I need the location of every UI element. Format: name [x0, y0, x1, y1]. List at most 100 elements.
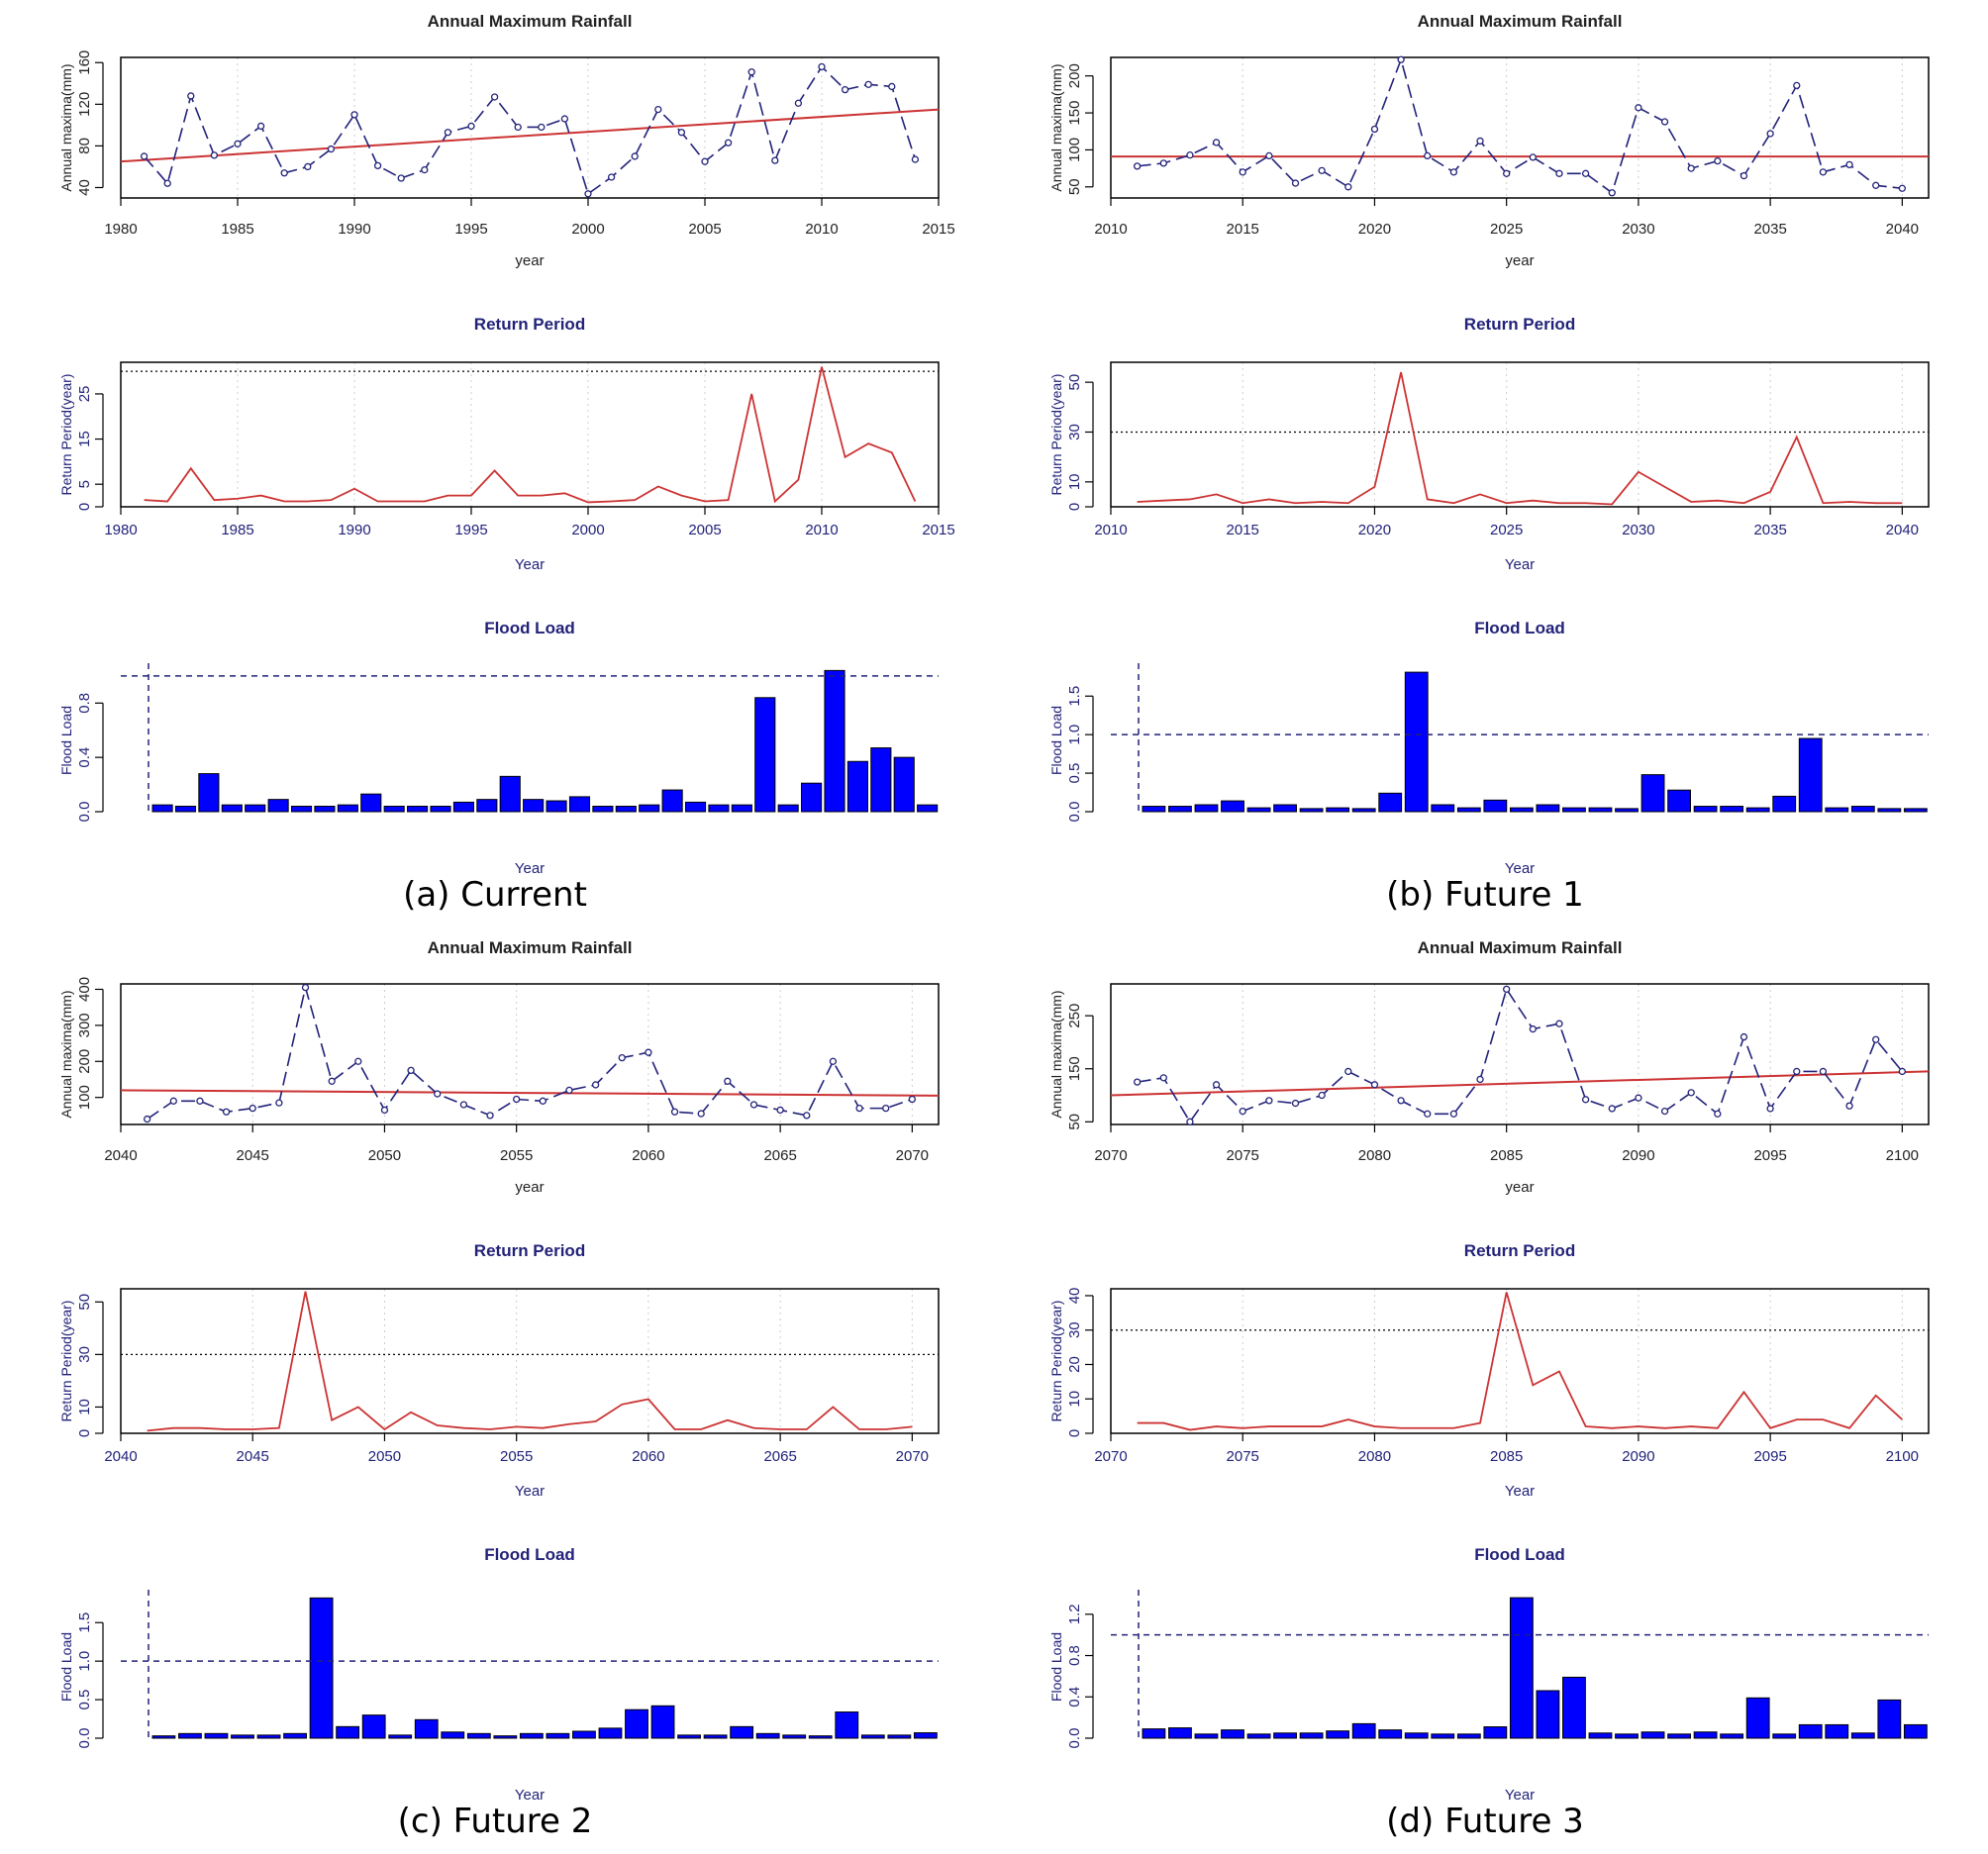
- flood-bar: [1378, 792, 1403, 813]
- flood-bar: [178, 1732, 202, 1739]
- flood-bar: [499, 775, 521, 813]
- return-period-line: [144, 366, 917, 504]
- flood-bar: [1825, 1723, 1849, 1739]
- x-axis-label: Year: [515, 1483, 545, 1500]
- flood-bar: [1615, 808, 1639, 813]
- rainfall-point: [1898, 184, 1907, 192]
- flood-bar: [1850, 1732, 1875, 1739]
- flood-bar: [650, 1705, 675, 1739]
- flood-bar: [835, 1711, 859, 1739]
- x-tick-label: 2030: [1622, 522, 1654, 538]
- rainfall-point: [1265, 1097, 1273, 1105]
- panel-caption: (c) Future 2: [397, 1802, 593, 1841]
- x-axis-label: Year: [1505, 1483, 1535, 1500]
- rainfall-point: [1714, 1110, 1722, 1118]
- rainfall-point: [1687, 164, 1695, 172]
- rainfall-point: [1476, 1075, 1484, 1084]
- y-tick-label: 0.0: [1066, 1728, 1083, 1749]
- y-tick-label: 120: [76, 92, 93, 117]
- rainfall-point: [1529, 153, 1537, 161]
- x-tick-label: 2080: [1358, 1448, 1391, 1465]
- rainfall-point: [1555, 1020, 1563, 1027]
- rainfall-point: [486, 1112, 494, 1120]
- x-tick-label: 2045: [237, 1448, 269, 1465]
- rainfall-point: [248, 1104, 256, 1113]
- rainfall-point: [1133, 1078, 1142, 1086]
- rainfall-point: [1503, 985, 1511, 994]
- rainfall-point: [565, 1086, 573, 1095]
- rainfall-point: [607, 173, 616, 181]
- x-tick-label: 2025: [1490, 522, 1523, 538]
- panel-future-3: Annual Maximum Rainfall 50 150 250 Annual ma…: [990, 927, 1980, 1853]
- flood-bar: [1536, 804, 1560, 813]
- rainfall-point: [1529, 1025, 1537, 1033]
- y-tick-label: 1.2: [1066, 1604, 1083, 1624]
- rainfall-point: [434, 1090, 442, 1098]
- rainfall-point: [1793, 81, 1801, 90]
- x-tick-label: 2085: [1490, 1147, 1523, 1164]
- x-tick-label: 1995: [454, 221, 487, 238]
- rainfall-point: [1344, 183, 1352, 191]
- flood-bar: [204, 1732, 229, 1739]
- y-axis-label: Return Period(year): [1048, 1301, 1064, 1422]
- flood-bar: [383, 806, 405, 813]
- flood-bar: [388, 1734, 413, 1739]
- flood-bar: [755, 1732, 780, 1739]
- flood-bar: [661, 789, 683, 813]
- rainfall-series-line: [1137, 987, 1903, 1123]
- y-tick-label: 300: [76, 1013, 93, 1037]
- flood-bar: [1903, 1723, 1928, 1739]
- x-tick-label: 2075: [1227, 1448, 1259, 1465]
- rainfall-point: [1581, 169, 1590, 177]
- x-tick-label: 2090: [1622, 1147, 1654, 1164]
- rainfall-point: [397, 174, 405, 182]
- flood-bar: [1667, 1733, 1691, 1739]
- chart-figure: Annual Maximum Rainfall100200300400Annua…: [58, 938, 940, 1804]
- panel-caption: (b) Future 1: [1386, 875, 1584, 915]
- flood-bar: [1877, 1699, 1902, 1739]
- trend-line: [120, 1089, 940, 1097]
- flood-bar: [1404, 671, 1429, 813]
- y-axis-label: Annual maxima(mm): [1048, 63, 1064, 191]
- rainfall-point: [911, 155, 920, 163]
- flood-bar: [314, 806, 336, 813]
- rainfall-point: [407, 1066, 415, 1075]
- rainfall-point: [1660, 1107, 1669, 1116]
- rainfall-point: [140, 152, 149, 160]
- y-tick-label: 0.8: [1066, 1645, 1083, 1666]
- flood-bar: [1299, 1732, 1324, 1739]
- rainfall-point: [1608, 1105, 1616, 1113]
- flood-bar: [1483, 1726, 1508, 1739]
- plot-frame: [120, 983, 940, 1125]
- y-tick-label: 1.0: [76, 1651, 93, 1672]
- flood-bar: [1509, 1597, 1534, 1739]
- flood-bar: [1798, 1723, 1823, 1739]
- panel-caption: (d) Future 3: [1386, 1802, 1584, 1841]
- x-tick-label: 1980: [104, 221, 137, 238]
- flood-bar: [361, 1714, 386, 1739]
- y-axis-label: Annual maxima(mm): [1048, 990, 1064, 1118]
- x-tick-label: 2085: [1490, 1448, 1523, 1465]
- flood-bar: [1667, 789, 1691, 813]
- flood-bar: [174, 806, 197, 813]
- flood-bar: [1562, 1676, 1586, 1739]
- rainfall-point: [749, 1101, 758, 1109]
- x-tick-label: 2040: [104, 1448, 137, 1465]
- x-axis-label: year: [515, 252, 544, 269]
- rainfall-point: [1424, 151, 1432, 160]
- y-tick-label: 40: [1066, 1288, 1083, 1305]
- trend-line: [1110, 1070, 1930, 1097]
- rainfall-point: [1740, 171, 1748, 180]
- flood-bar: [1351, 1722, 1376, 1739]
- rainfall-point: [1555, 169, 1563, 177]
- flood-bar: [1562, 807, 1586, 813]
- rainfall-point: [1635, 1094, 1642, 1102]
- x-tick-label: 2040: [1886, 221, 1919, 238]
- rainfall-point: [328, 1077, 336, 1085]
- y-tick-label: 50: [1066, 374, 1083, 391]
- flood-bar: [917, 804, 939, 813]
- flood-bar: [1351, 808, 1376, 813]
- rainfall-point: [187, 92, 195, 100]
- rainfall-series-line: [1137, 56, 1903, 195]
- x-tick-label: 2015: [1227, 221, 1259, 238]
